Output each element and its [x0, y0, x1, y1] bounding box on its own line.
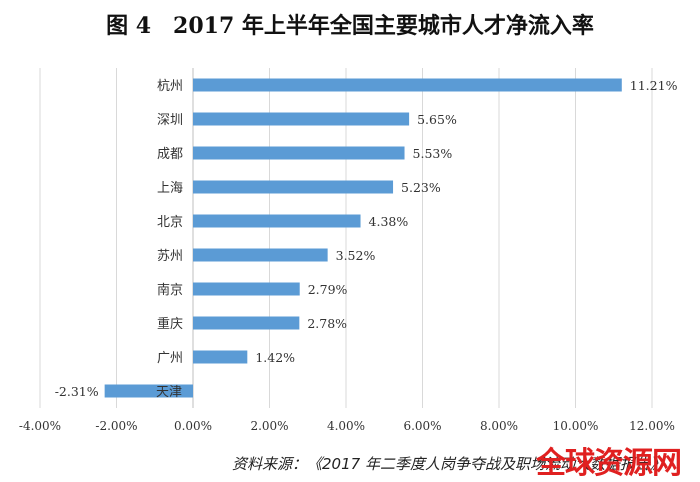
category-label: 深圳: [157, 113, 183, 128]
category-label: 成都: [157, 147, 183, 162]
bar: [193, 248, 328, 262]
bar: [193, 146, 405, 160]
source-note: 资料来源：《2017 年二季度人岗争夺战及职场流动大数据报告》: [232, 455, 665, 473]
x-tick-label: 2.00%: [250, 419, 288, 433]
data-label: 5.53%: [413, 146, 453, 161]
category-label: 苏州: [157, 248, 183, 264]
data-label: 11.21%: [630, 78, 678, 93]
x-tick-label: -2.00%: [95, 419, 137, 433]
bar: [193, 282, 300, 296]
data-label: -2.31%: [55, 384, 99, 399]
category-label: 上海: [157, 181, 183, 196]
data-label: 2.79%: [308, 282, 348, 297]
x-tick-label: 4.00%: [327, 419, 365, 433]
x-tick-label: 12.00%: [629, 419, 675, 433]
data-label: 5.65%: [417, 112, 457, 127]
data-label: 3.52%: [336, 248, 376, 263]
data-label: 2.78%: [307, 316, 347, 331]
data-label: 5.23%: [401, 180, 441, 195]
x-tick-label: 6.00%: [403, 419, 441, 433]
watermark-logo: 全球资源网: [536, 446, 682, 481]
bar: [193, 180, 394, 194]
bar: [104, 384, 193, 398]
x-tick-label: 0.00%: [174, 419, 212, 433]
x-tick-label: 8.00%: [480, 419, 518, 433]
bar: [193, 350, 248, 364]
category-label: 广州: [157, 351, 183, 366]
x-tick-label: -4.00%: [19, 419, 61, 433]
bar: [193, 316, 300, 330]
category-label: 重庆: [157, 316, 183, 332]
category-label: 杭州: [157, 79, 183, 94]
category-label: 天津: [156, 385, 182, 400]
data-label: 1.42%: [255, 350, 295, 365]
category-label: 北京: [157, 215, 183, 230]
x-tick-label: 10.00%: [553, 419, 599, 433]
bar: [193, 78, 622, 92]
bar: [193, 214, 361, 228]
chart-title: 图 4 2017 年上半年全国主要城市人才净流入率: [106, 13, 594, 39]
category-label: 南京: [157, 282, 183, 298]
bar: [193, 112, 410, 126]
data-label: 4.38%: [369, 214, 409, 229]
